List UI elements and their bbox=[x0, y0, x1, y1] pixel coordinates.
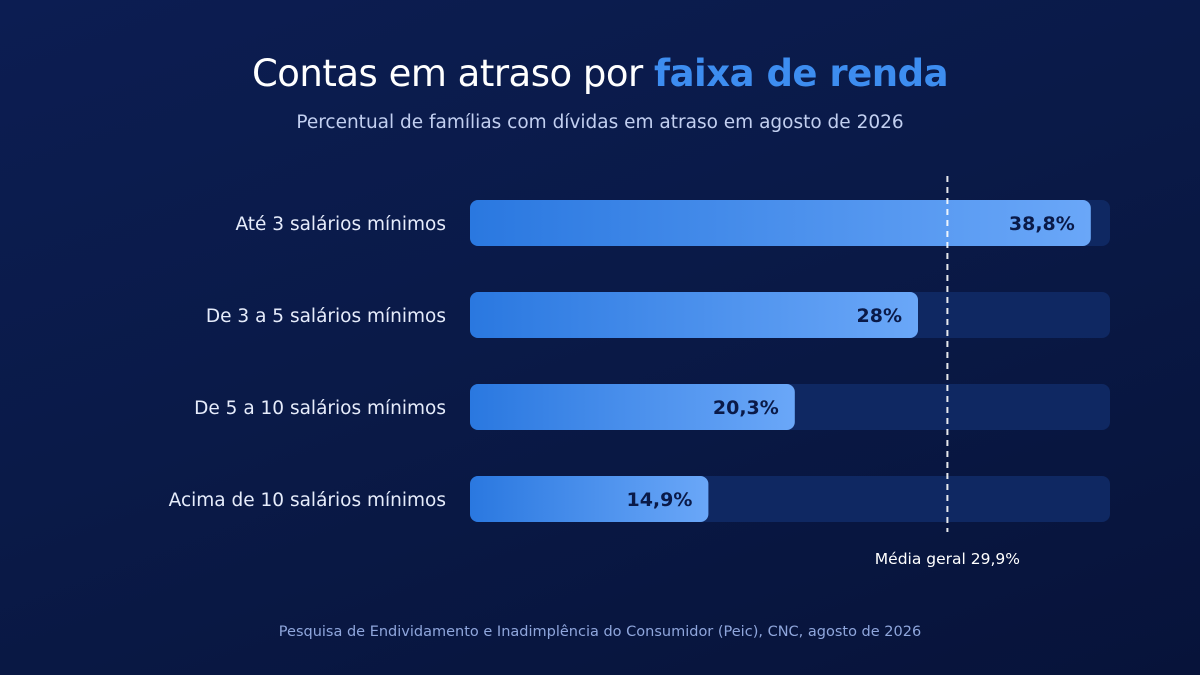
reference-line-group: Média geral 29,9% bbox=[875, 176, 1020, 568]
category-label: Acima de 10 salários mínimos bbox=[169, 490, 446, 511]
category-label: De 5 a 10 salários mínimos bbox=[194, 398, 446, 419]
bars-group: Até 3 salários mínimos 38,8% De 3 a 5 salá… bbox=[169, 200, 1110, 522]
value-label: 28% bbox=[857, 305, 902, 327]
source-footer: Pesquisa de Endividamento e Inadimplênci… bbox=[278, 624, 922, 640]
chart-title: Contas em atraso por faixa de renda bbox=[0, 52, 1200, 95]
value-label: 20,3% bbox=[713, 397, 779, 419]
bar bbox=[470, 292, 918, 338]
category-label: De 3 a 5 salários mínimos bbox=[206, 306, 446, 327]
value-label: 38,8% bbox=[1009, 213, 1075, 235]
category-label: Até 3 salários mínimos bbox=[235, 214, 446, 235]
bar bbox=[470, 200, 1091, 246]
reference-line-label: Média geral 29,9% bbox=[875, 550, 1020, 568]
chart-subtitle: Percentual de famílias com dívidas em at… bbox=[296, 112, 904, 133]
bar bbox=[470, 476, 709, 522]
value-label: 14,9% bbox=[626, 489, 692, 511]
chart-title-highlight: faixa de renda bbox=[653, 52, 949, 95]
chart-title-main: Contas em atraso por bbox=[251, 52, 654, 95]
bar bbox=[470, 384, 795, 430]
